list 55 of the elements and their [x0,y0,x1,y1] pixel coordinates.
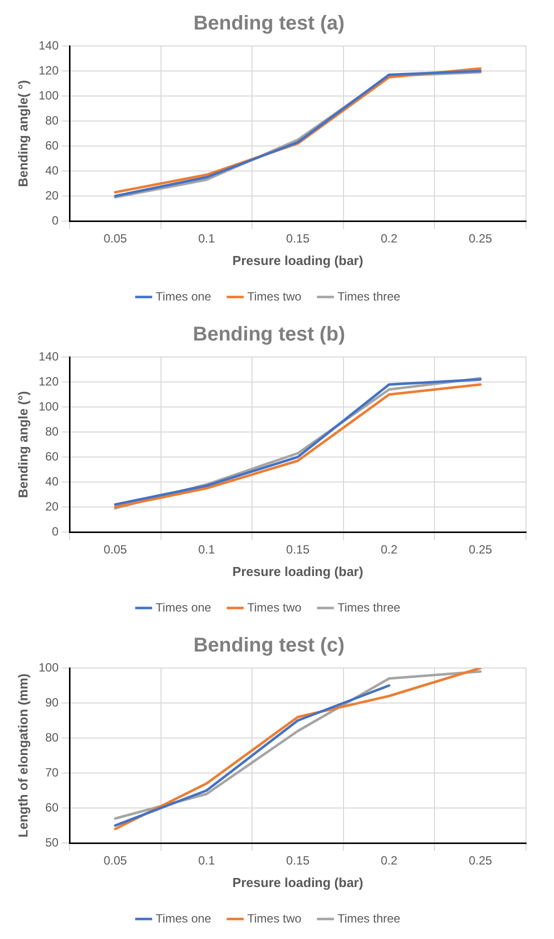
x-axis-title: Presure loading (bar) [232,252,364,268]
y-tick-label: 140 [38,349,59,364]
y-tick-label: 20 [45,188,59,202]
chart-title: Bending test (a) [193,12,345,35]
chart-title: Bending test (c) [193,634,345,657]
x-tick-label: 0.1 [198,542,216,557]
y-tick-label: 60 [45,138,59,152]
x-tick-label: 0.05 [104,232,128,246]
y-tick-label: 100 [38,88,59,102]
x-tick-label: 0.15 [286,542,310,557]
x-tick-label: 0.2 [380,542,398,557]
legend-label: Times two [247,289,302,304]
x-tick-label: 0.25 [468,854,492,868]
legend-label: Times one [156,289,212,304]
y-axis-title: Length of elongation (mm) [15,674,30,838]
legend-label: Times three [337,911,401,926]
y-tick-label: 80 [45,113,59,128]
y-tick-label: 60 [45,449,59,464]
y-axis-title: Bending angle (°) [15,390,30,498]
y-tick-label: 100 [38,399,59,414]
y-axis-title: Bending angle( °) [15,80,30,188]
legend-label: Times one [156,600,212,614]
x-axis-title: Presure loading (bar) [232,564,364,579]
x-tick-label: 0.15 [286,232,310,246]
legend-label: Times two [247,911,302,926]
legend-label: Times three [337,289,401,304]
y-tick-label: 80 [45,424,59,438]
y-tick-label: 40 [45,474,59,488]
x-tick-label: 0.25 [468,542,492,557]
chart-title: Bending test (b) [192,324,346,346]
y-tick-label: 0 [52,213,59,228]
y-tick-label: 80 [45,730,59,744]
legend-label: Times one [156,911,212,926]
y-tick-label: 140 [38,38,59,52]
y-tick-label: 120 [38,63,59,78]
x-tick-label: 0.05 [104,542,128,557]
x-tick-label: 0.05 [104,854,128,868]
y-tick-label: 90 [45,695,59,710]
y-tick-label: 20 [45,499,59,514]
x-tick-label: 0.15 [286,854,310,868]
y-tick-label: 60 [45,800,59,814]
x-tick-label: 0.1 [198,854,216,868]
y-tick-label: 100 [38,660,59,674]
y-tick-label: 120 [38,374,59,388]
x-tick-label: 0.2 [380,232,398,246]
y-tick-label: 50 [45,835,59,850]
legend-label: Times three [337,600,401,614]
y-tick-label: 40 [45,163,59,178]
y-tick-label: 70 [45,765,59,780]
x-tick-label: 0.25 [468,232,492,246]
legend-label: Times two [247,600,302,614]
x-tick-label: 0.2 [380,854,398,868]
y-tick-label: 0 [52,524,59,538]
x-tick-label: 0.1 [198,232,216,246]
x-axis-title: Presure loading (bar) [232,874,364,890]
